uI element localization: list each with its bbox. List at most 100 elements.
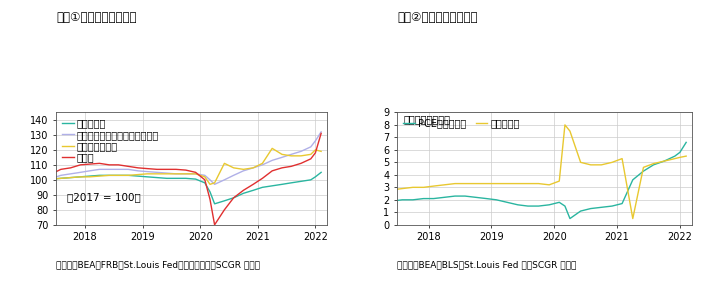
実質小売売上高 [76, 175, 84, 178]
鉱工業生産 [134, 175, 142, 178]
非国防資本財出荷（除航空機） [134, 169, 142, 173]
輸出額 [124, 165, 132, 168]
賃金上昇率 [566, 130, 574, 133]
非国防資本財出荷（除航空機） [124, 168, 132, 171]
輸出額 [95, 162, 103, 165]
賃金上昇率 [650, 162, 658, 165]
非国防資本財出荷（除航空機） [191, 172, 200, 176]
非国防資本財出荷（除航空機） [307, 145, 315, 149]
賃金上昇率 [586, 163, 595, 167]
PCEデフレータ [660, 159, 669, 163]
輸出額 [153, 168, 161, 171]
鉱工業生産 [162, 177, 171, 180]
Line: 鉱工業生産: 鉱工業生産 [42, 172, 321, 204]
輸出額 [307, 157, 315, 160]
PCEデフレータ [482, 197, 491, 200]
PCEデフレータ [628, 178, 637, 182]
Text: 図表①　需給の経済指標: 図表① 需給の経済指標 [56, 11, 137, 24]
輸出額 [229, 196, 238, 200]
非国防資本財出荷（除航空機） [268, 159, 276, 162]
賃金上昇率 [561, 123, 569, 126]
非国防資本財出荷（除航空機） [86, 169, 94, 173]
賃金上昇率 [378, 188, 386, 192]
鉱工業生産 [258, 186, 266, 189]
鉱工業生産 [249, 189, 257, 192]
輸出額 [210, 223, 219, 226]
輸出額 [57, 168, 65, 171]
賃金上昇率 [555, 179, 564, 183]
実質小売売上高 [57, 177, 65, 180]
非国防資本財出荷（除航空機） [239, 169, 247, 173]
Legend: 鉱工業生産, 非国防資本財出荷（除航空機）, 実質小売売上高, 輸出額: 鉱工業生産, 非国防資本財出荷（除航空機）, 実質小売売上高, 輸出額 [61, 117, 160, 164]
賃金上昇率 [492, 182, 501, 185]
PCEデフレータ [566, 217, 574, 220]
輸出額 [105, 163, 113, 167]
実質小売売上高 [249, 166, 257, 169]
賃金上昇率 [524, 182, 532, 185]
非国防資本財出荷（除航空機） [105, 168, 113, 171]
非国防資本財出荷（除航空機） [76, 171, 84, 174]
賃金上昇率 [597, 163, 605, 167]
非国防資本財出荷（除航空機） [153, 171, 161, 174]
PCEデフレータ [597, 206, 605, 209]
賃金上昇率 [420, 186, 428, 189]
Line: 非国防資本財出荷（除航空機）: 非国防資本財出荷（除航空機） [42, 132, 321, 184]
賃金上昇率 [639, 166, 647, 169]
PCEデフレータ [388, 200, 396, 203]
賃金上昇率 [514, 182, 522, 185]
鉱工業生産 [66, 176, 75, 179]
実質小売売上高 [297, 154, 305, 158]
賃金上昇率 [472, 182, 480, 185]
鉱工業生産 [311, 175, 320, 178]
鉱工業生産 [287, 181, 295, 185]
鉱工業生産 [239, 192, 247, 195]
賃金上昇率 [451, 182, 459, 185]
実質小売売上高 [191, 172, 200, 176]
賃金上昇率 [682, 155, 690, 158]
賃金上昇率 [660, 159, 669, 163]
実質小売売上高 [47, 177, 56, 181]
実質小売売上高 [268, 147, 276, 150]
鉱工業生産 [143, 175, 151, 178]
実質小売売上高 [114, 174, 122, 177]
実質小売売上高 [66, 176, 75, 179]
実質小売売上高 [278, 153, 286, 156]
非国防資本財出荷（除航空機） [95, 168, 103, 171]
PCEデフレータ [534, 204, 543, 208]
鉱工業生産 [153, 176, 161, 179]
鉱工業生産 [114, 174, 122, 177]
輸出額 [47, 172, 56, 176]
Line: 賃金上昇率: 賃金上昇率 [382, 125, 686, 219]
鉱工業生産 [210, 202, 219, 205]
輸出額 [200, 178, 209, 182]
実質小売売上高 [143, 172, 151, 176]
鉱工業生産 [38, 178, 46, 182]
PCEデフレータ [524, 204, 532, 208]
PCEデフレータ [576, 209, 585, 213]
賃金上昇率 [503, 182, 511, 185]
鉱工業生産 [124, 174, 132, 177]
PCEデフレータ [608, 204, 617, 208]
非国防資本財出荷（除航空機） [38, 178, 46, 182]
実質小売売上高 [181, 172, 190, 176]
非国防資本財出荷（除航空機） [66, 172, 75, 176]
輸出額 [220, 208, 228, 212]
賃金上昇率 [671, 157, 679, 160]
PCEデフレータ [408, 198, 417, 201]
鉱工業生産 [297, 180, 305, 183]
実質小売売上高 [172, 172, 180, 176]
非国防資本財出荷（除航空機） [162, 171, 171, 175]
実質小売売上高 [206, 183, 214, 186]
鉱工業生産 [307, 178, 315, 182]
輸出額 [181, 168, 190, 172]
賃金上昇率 [440, 183, 449, 187]
PCEデフレータ [420, 197, 428, 200]
非国防資本財出荷（除航空機） [278, 156, 286, 159]
非国防資本財出荷（除航空機） [172, 172, 180, 176]
非国防資本財出荷（除航空機） [297, 150, 305, 153]
鉱工業生産 [191, 177, 200, 181]
輸出額 [114, 163, 122, 167]
非国防資本財出荷（除航空機） [317, 130, 325, 133]
PCEデフレータ [671, 155, 679, 158]
非国防資本財出荷（除航空機） [181, 172, 190, 176]
